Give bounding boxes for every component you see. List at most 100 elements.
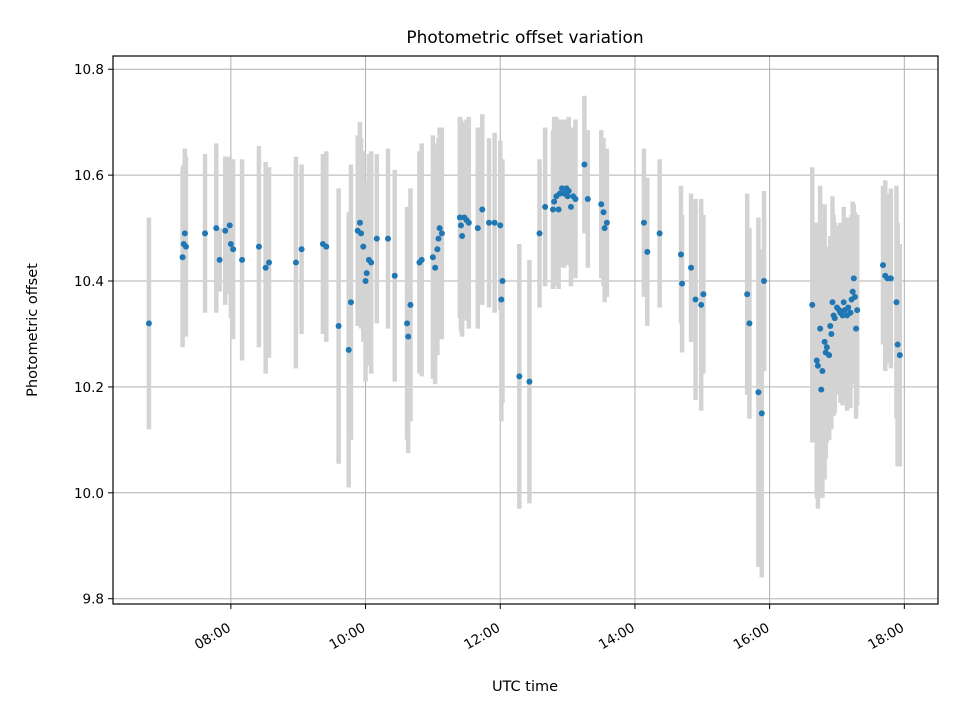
data-point [432, 264, 439, 271]
data-point [698, 301, 705, 308]
data-point [828, 330, 835, 337]
data-point [821, 338, 828, 345]
data-point [323, 243, 330, 250]
data-point [584, 195, 591, 202]
data-point [459, 233, 466, 240]
data-point [435, 235, 442, 242]
y-tick-label: 10.4 [74, 274, 104, 290]
data-point [555, 206, 562, 213]
data-point [227, 240, 234, 247]
data-point [847, 309, 854, 316]
data-point [839, 312, 846, 319]
data-point [362, 278, 369, 285]
data-point [145, 320, 152, 327]
data-point [818, 386, 825, 393]
x-tick-label: 16:00 [731, 620, 773, 653]
data-point [266, 259, 273, 266]
data-point [896, 352, 903, 359]
data-point [230, 246, 237, 253]
data-point [894, 341, 901, 348]
data-point [358, 230, 365, 237]
data-point [567, 203, 574, 210]
data-point [179, 254, 186, 261]
plot-area-frame [112, 55, 939, 605]
data-point [363, 270, 370, 277]
data-point [551, 198, 558, 205]
data-point [373, 235, 380, 242]
data-point [526, 378, 533, 385]
data-point [181, 230, 188, 237]
data-point [845, 304, 852, 311]
x-tick-label: 14:00 [596, 620, 638, 653]
data-point [819, 368, 826, 375]
data-point [581, 161, 588, 168]
data-point [813, 357, 820, 364]
data-point [853, 325, 860, 332]
data-point [474, 225, 481, 232]
data-point [368, 259, 375, 266]
data-point [222, 227, 229, 234]
data-points [145, 161, 903, 417]
data-point [558, 185, 565, 192]
data-point [456, 214, 463, 221]
data-point [850, 275, 857, 282]
data-point [486, 219, 493, 226]
data-point [831, 315, 838, 322]
data-point [335, 323, 342, 330]
data-point [465, 219, 472, 226]
data-point [457, 222, 464, 229]
data-point [758, 410, 765, 417]
data-point [407, 301, 414, 308]
x-tick-label: 18:00 [865, 620, 907, 653]
x-axis-ticks: 08:00 10:00 12:00 14:00 16:00 18:00 [192, 604, 907, 653]
data-point [893, 299, 900, 306]
data-point [542, 203, 549, 210]
data-point [814, 362, 821, 369]
data-point [827, 323, 834, 330]
data-point [479, 206, 486, 213]
data-point [491, 219, 498, 226]
data-point [817, 325, 824, 332]
data-point [499, 278, 506, 285]
chart-title: Photometric offset variation [406, 28, 643, 48]
data-point [226, 222, 233, 229]
data-point [216, 256, 223, 263]
data-point [744, 291, 751, 298]
data-point [887, 275, 894, 282]
y-tick-label: 10.2 [74, 380, 104, 396]
data-point [688, 264, 695, 271]
y-tick-label: 10.0 [74, 486, 104, 502]
y-tick-label: 10.6 [74, 168, 104, 184]
data-point [880, 262, 886, 269]
y-tick-label: 9.8 [83, 592, 104, 608]
data-point [255, 243, 262, 250]
data-point [405, 333, 412, 340]
x-axis-label: UTC time [492, 679, 558, 695]
y-tick-label: 10.8 [74, 62, 104, 78]
data-point [755, 389, 762, 396]
data-point [600, 209, 607, 216]
data-point [418, 256, 425, 263]
data-point [746, 320, 753, 327]
data-point [516, 373, 523, 380]
data-point [429, 254, 436, 261]
data-point [262, 264, 269, 271]
data-point [497, 222, 504, 229]
data-point [404, 320, 411, 327]
data-point [556, 190, 563, 197]
data-point [356, 219, 363, 226]
data-point [298, 246, 305, 253]
data-point [640, 219, 647, 226]
data-point [851, 293, 858, 300]
data-point [385, 235, 391, 242]
data-point [360, 243, 367, 250]
data-point [292, 259, 299, 266]
data-point [345, 346, 352, 353]
data-point [434, 246, 441, 253]
data-point [239, 256, 246, 263]
y-axis-ticks: 9.8 10.0 10.2 10.4 10.6 10.8 [74, 62, 113, 608]
data-point [565, 188, 572, 195]
data-point [826, 352, 833, 359]
data-point [700, 291, 707, 298]
